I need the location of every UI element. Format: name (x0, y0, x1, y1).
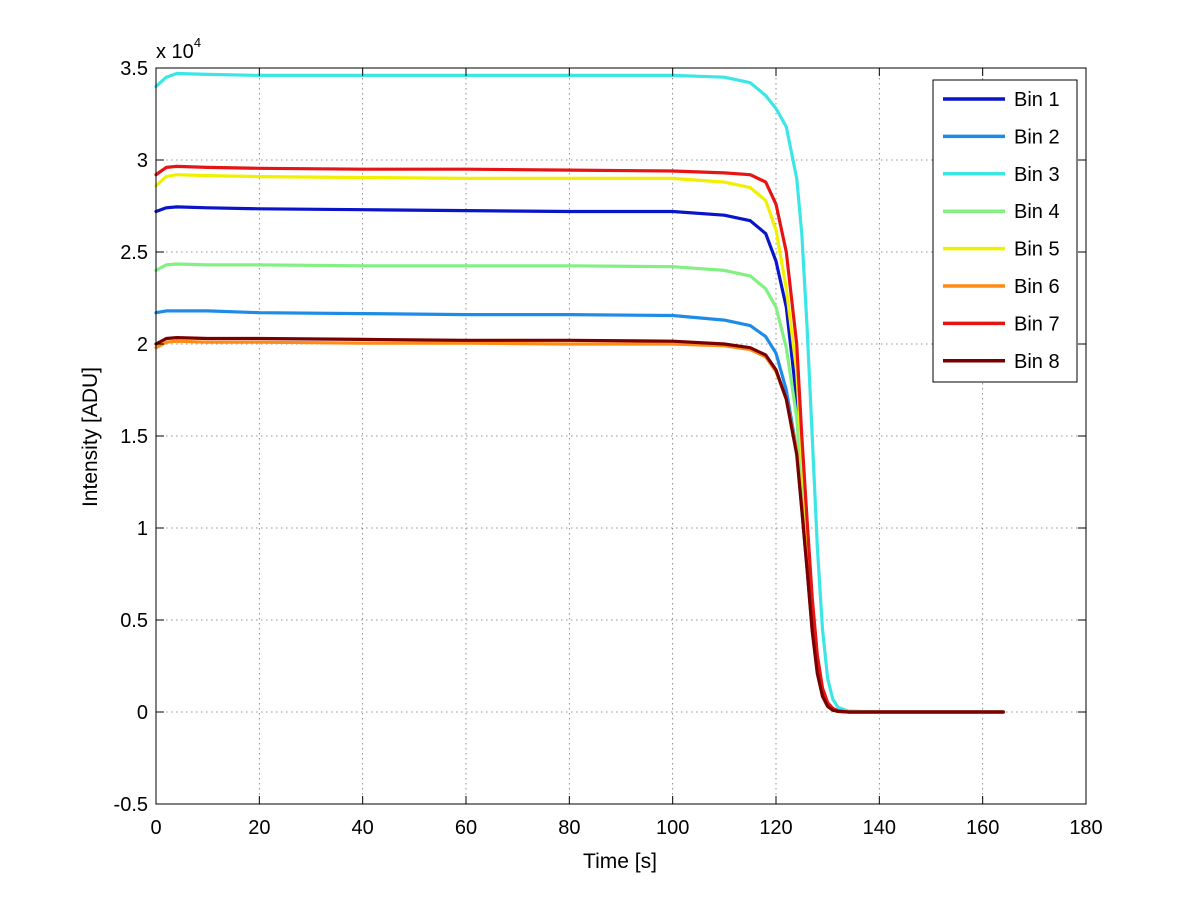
x-tick-label: 160 (966, 817, 999, 839)
y-tick-label: 3 (137, 150, 148, 172)
x-tick-label: 60 (455, 817, 477, 839)
legend-label-bin-4: Bin 4 (1014, 201, 1060, 223)
x-tick-label: 140 (863, 817, 896, 839)
y-tick-label: 3.5 (120, 58, 148, 80)
y-axis-label: Intensity [ADU] (79, 367, 102, 507)
x-tick-label: 180 (1069, 817, 1102, 839)
y-tick-label: 1 (137, 518, 148, 540)
legend-label-bin-1: Bin 1 (1014, 89, 1060, 111)
x-tick-label: 80 (558, 817, 580, 839)
tick-marks (155, 67, 1087, 805)
y-axis-multiplier-base: x 10 (156, 41, 194, 63)
series-line-bin-8 (154, 336, 1005, 714)
x-axis-label: Time [s] (583, 850, 657, 873)
x-tick-label: 40 (352, 817, 374, 839)
x-axis-tick-labels: 0 20 40 60 80 100 120 140 160 180 (150, 817, 1102, 839)
y-tick-label: 0 (137, 702, 148, 724)
y-axis-multiplier-exponent: 4 (194, 35, 201, 50)
series-line-bin-3 (154, 71, 1005, 714)
legend-label-bin-5: Bin 5 (1014, 239, 1060, 261)
y-tick-label: 2 (137, 334, 148, 356)
y-tick-label: 1.5 (120, 426, 148, 448)
y-axis-tick-labels: -0.5 0 0.5 1 1.5 2 2.5 3 3.5 (114, 58, 148, 816)
y-tick-label: -0.5 (114, 794, 148, 816)
legend-label-bin-2: Bin 2 (1014, 126, 1060, 148)
y-tick-label: 2.5 (120, 242, 148, 264)
plot-area (154, 71, 1005, 714)
x-tick-label: 0 (150, 817, 161, 839)
legend-label-bin-6: Bin 6 (1014, 276, 1060, 298)
legend-label-bin-3: Bin 3 (1014, 164, 1060, 186)
x-tick-label: 20 (248, 817, 270, 839)
y-tick-label: 0.5 (120, 610, 148, 632)
legend: Bin 1 Bin 2 Bin 3 Bin 4 Bin 5 Bin 6 Bin 7 Bin 8 (932, 79, 1078, 383)
legend-label-bin-7: Bin 7 (1014, 313, 1060, 335)
legend-box (932, 79, 1078, 383)
legend-label-bin-8: Bin 8 (1014, 351, 1060, 373)
x-tick-label: 120 (759, 817, 792, 839)
x-tick-label: 100 (656, 817, 689, 839)
y-axis-multiplier: x 104 (156, 35, 201, 63)
